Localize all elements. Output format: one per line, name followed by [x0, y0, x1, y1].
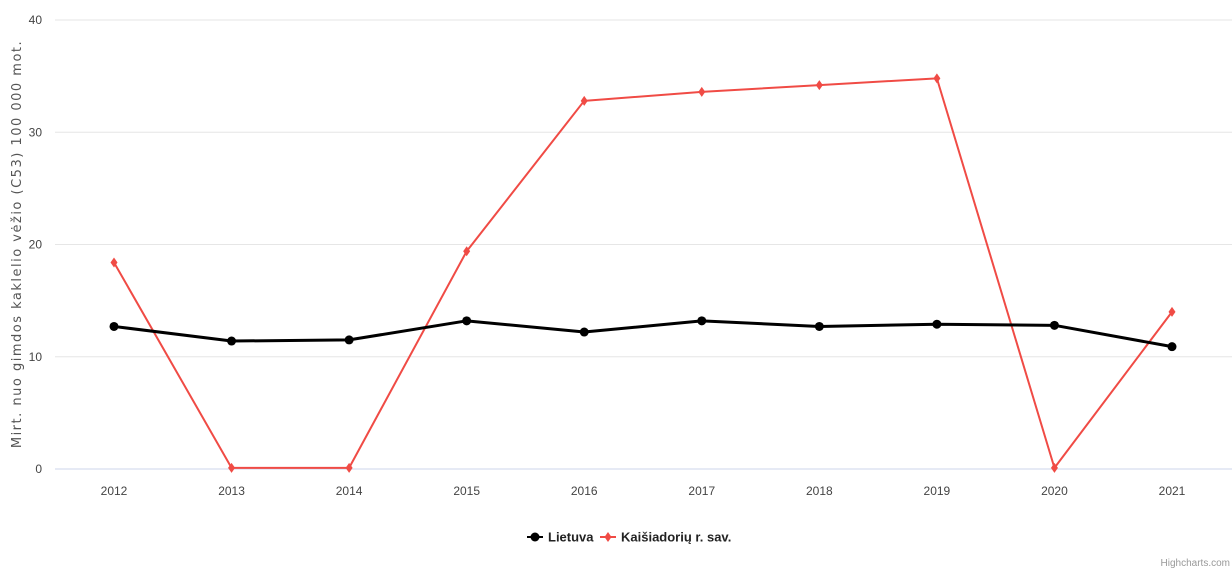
data-point-2020[interactable]	[1049, 320, 1059, 330]
y-tick-label-20: 20	[29, 238, 43, 252]
y-tick-label-10: 10	[29, 350, 43, 364]
x-axis-ticks: 2012 2013 2014 2015 2016 2017 2018 2019 2020 2021	[101, 484, 1186, 498]
x-tick-label-2013: 2013	[218, 484, 245, 498]
x-tick-label-2015: 2015	[453, 484, 480, 498]
data-point-2020[interactable]	[1050, 462, 1058, 473]
x-tick-label-2019: 2019	[924, 484, 951, 498]
series-line	[113, 77, 1173, 469]
data-point-2016[interactable]	[579, 327, 589, 337]
legend-marker	[604, 532, 612, 542]
legend-item-kaisiadoriu[interactable]: Kaišiadorių r. sav.	[600, 530, 731, 545]
x-tick-label-2014: 2014	[336, 484, 363, 498]
data-point-2014[interactable]	[345, 462, 353, 473]
data-point-2014[interactable]	[344, 335, 354, 345]
data-point-2016[interactable]	[580, 95, 588, 106]
data-point-2021[interactable]	[1168, 306, 1176, 317]
x-tick-label-2018: 2018	[806, 484, 833, 498]
data-point-2017[interactable]	[697, 316, 707, 326]
x-tick-label-2020: 2020	[1041, 484, 1068, 498]
x-tick-label-2012: 2012	[101, 484, 128, 498]
legend-label: Lietuva	[548, 530, 594, 545]
x-tick-label-2016: 2016	[571, 484, 598, 498]
data-point-2012[interactable]	[110, 257, 118, 268]
series-lietuva	[109, 316, 1177, 352]
y-tick-label-40: 40	[29, 13, 43, 27]
legend-marker	[530, 532, 540, 542]
grid-lines	[55, 19, 1232, 470]
credits-text[interactable]: Highcharts.com	[1161, 558, 1230, 569]
legend-label: Kaišiadorių r. sav.	[621, 530, 731, 545]
data-point-2018[interactable]	[815, 80, 823, 91]
data-point-2018[interactable]	[814, 321, 824, 331]
x-tick-label-2017: 2017	[688, 484, 715, 498]
data-point-2013[interactable]	[228, 462, 236, 473]
y-tick-label-0: 0	[35, 462, 42, 476]
data-point-2017[interactable]	[698, 86, 706, 97]
data-point-2013[interactable]	[227, 336, 237, 346]
data-point-2015[interactable]	[462, 316, 472, 326]
series-kaisiadoriu	[110, 73, 1176, 473]
y-tick-label-30: 30	[29, 125, 43, 139]
data-point-2015[interactable]	[463, 246, 471, 257]
legend[interactable]: Lietuva Kaišiadorių r. sav.	[527, 530, 731, 545]
data-point-2021[interactable]	[1167, 342, 1177, 352]
series-group	[109, 73, 1177, 473]
y-axis-ticks: 0 10 20 30 40	[29, 13, 43, 476]
x-tick-label-2021: 2021	[1159, 484, 1186, 498]
data-point-2012[interactable]	[109, 321, 119, 331]
data-point-2019[interactable]	[933, 73, 941, 84]
y-axis-title: Mirt. nuo gimdos kaklelio vėžio (C53) 10…	[10, 40, 25, 448]
data-point-2019[interactable]	[932, 319, 942, 329]
legend-item-lietuva[interactable]: Lietuva	[527, 530, 594, 545]
series-line	[113, 319, 1173, 349]
